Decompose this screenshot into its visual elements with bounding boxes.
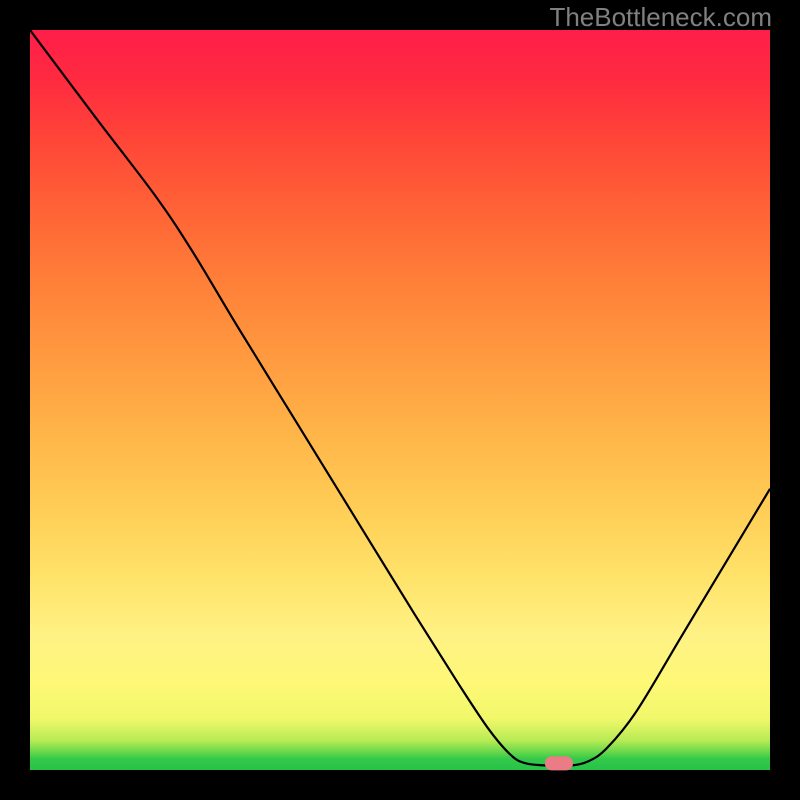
bottleneck-curve	[30, 30, 770, 770]
optimal-marker	[545, 757, 573, 770]
watermark-text: TheBottleneck.com	[549, 2, 772, 33]
chart-stage: TheBottleneck.com	[0, 0, 800, 800]
plot-area	[30, 30, 770, 770]
